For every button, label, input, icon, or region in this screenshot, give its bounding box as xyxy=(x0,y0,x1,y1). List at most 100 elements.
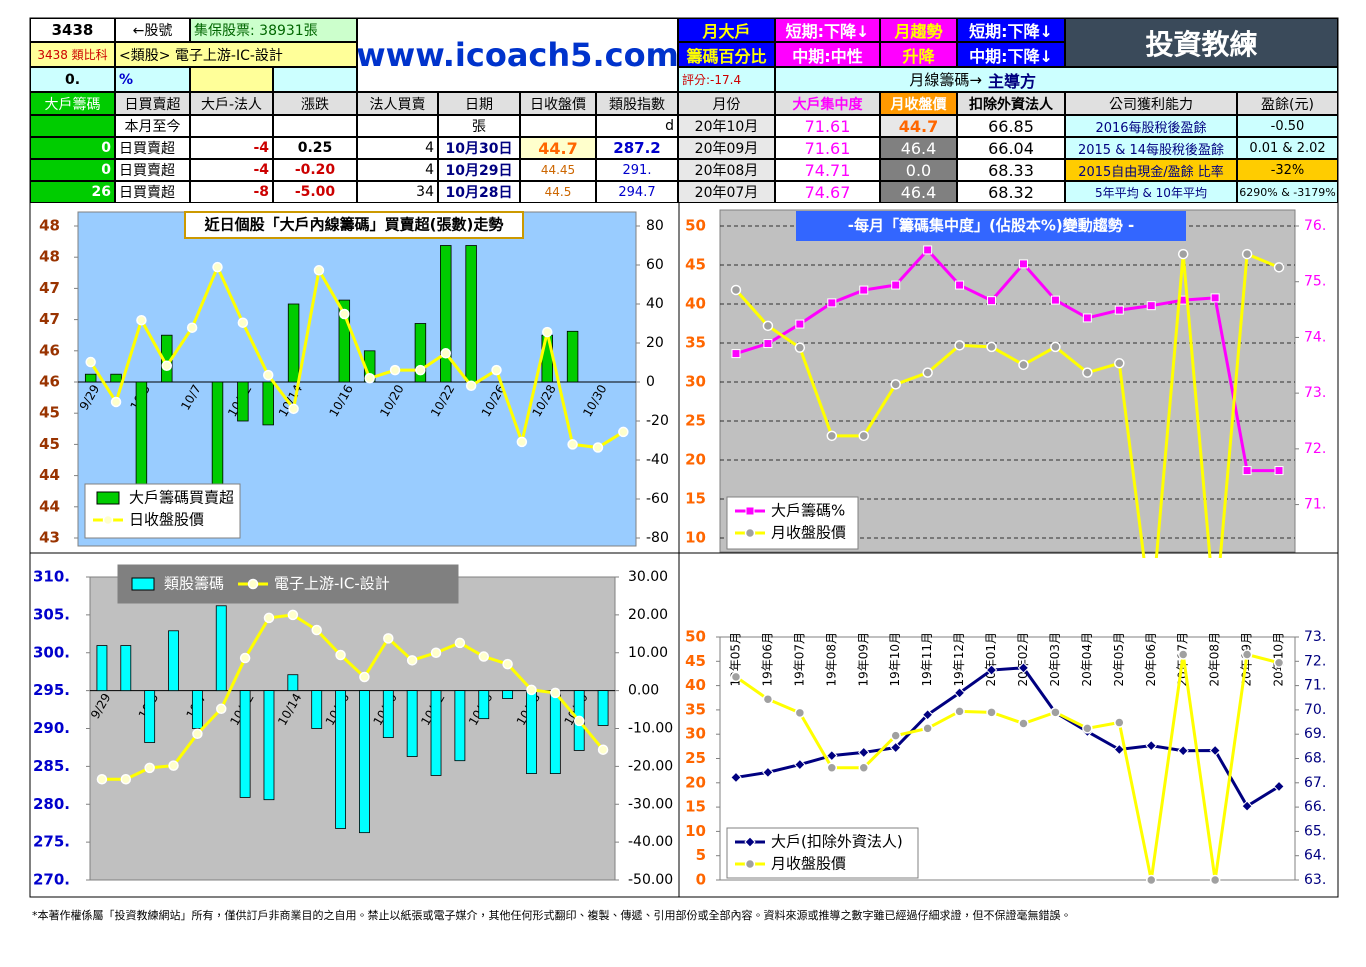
table-cell: 2015自由現金/盈餘 比率 xyxy=(1065,159,1237,181)
unit-cell: d xyxy=(596,115,678,137)
marker xyxy=(364,373,375,384)
bar xyxy=(440,245,452,383)
footer: *本著作權係屬「投資教練網站」所有，僅供訂戶非商業目的之自用。禁止以紙張或電子媒… xyxy=(32,909,1072,922)
y2-tick-label: 67. xyxy=(1304,775,1326,791)
column-header: 大戶集中度 xyxy=(775,92,880,115)
y-tick-label: 300. xyxy=(33,643,70,661)
score: 評分:-17.4 xyxy=(678,67,775,92)
legend-marker xyxy=(745,506,755,516)
bar xyxy=(144,690,156,743)
marker xyxy=(859,285,869,295)
marker xyxy=(890,730,901,741)
y-tick-label: 20 xyxy=(685,451,706,469)
y-tick-label: 30 xyxy=(685,725,706,743)
table-cell: 74.67 xyxy=(775,181,880,203)
marker xyxy=(889,741,902,754)
y-tick-label: 50 xyxy=(685,217,706,235)
bar xyxy=(168,630,179,692)
column-header: 大戶籌碼 xyxy=(30,92,115,115)
marker xyxy=(1114,358,1125,369)
y-tick-label: 47 xyxy=(39,279,60,297)
marker xyxy=(794,342,806,353)
pct-unit: % xyxy=(115,67,190,92)
marker xyxy=(762,693,774,705)
y2-tick-label: -10.00 xyxy=(628,721,673,737)
legend-marker xyxy=(744,858,756,870)
y-tick-label: 48 xyxy=(39,217,60,235)
y-tick-label: 30 xyxy=(685,373,706,391)
table-cell: 0 xyxy=(30,159,115,181)
marker xyxy=(96,774,108,785)
column-header: 漲跌 xyxy=(273,92,357,115)
marker xyxy=(541,326,553,338)
table-cell: 66.04 xyxy=(957,137,1065,159)
legend-box xyxy=(726,827,919,879)
line xyxy=(89,263,625,450)
y-tick-label: 44 xyxy=(39,466,60,484)
table-cell: 0 xyxy=(30,137,115,159)
y-tick-label: 5 xyxy=(696,846,706,864)
y-tick-label: 44 xyxy=(39,497,60,515)
table-cell: 294.7 xyxy=(596,181,678,203)
bar xyxy=(96,645,108,692)
y-tick-label: 45 xyxy=(39,404,60,422)
table-cell: 68.33 xyxy=(957,159,1065,181)
bar xyxy=(566,330,579,383)
table-cell: 44.45 xyxy=(520,159,596,181)
cell xyxy=(190,67,273,92)
table-cell: 10月30日 xyxy=(438,137,520,159)
table-cell: 287.2 xyxy=(596,137,678,159)
table-cell: 34 xyxy=(357,181,438,203)
marker xyxy=(136,314,147,326)
unit-cell xyxy=(520,115,596,137)
table-cell: -4 xyxy=(190,159,273,181)
marker xyxy=(1273,780,1285,793)
y-tick-label: 35 xyxy=(685,334,706,352)
table-cell: -5.00 xyxy=(273,181,357,203)
marker xyxy=(415,364,426,376)
marker xyxy=(287,609,299,621)
x-tick-label: 20年02月 xyxy=(1016,632,1030,687)
y2-tick-label: -40 xyxy=(646,452,669,468)
marker xyxy=(1241,649,1253,660)
marker xyxy=(526,684,537,696)
y-tick-label: 295. xyxy=(33,681,70,699)
bar xyxy=(191,690,203,729)
x-tick-label: 20年01月 xyxy=(984,632,998,687)
marker xyxy=(762,320,774,332)
marker xyxy=(597,744,609,755)
column-header: 月份 xyxy=(678,92,775,115)
y-tick-label: 270. xyxy=(33,871,70,889)
pct-value: 0. xyxy=(30,67,115,92)
marker xyxy=(550,687,561,699)
y2-tick-label: 75. xyxy=(1304,274,1326,290)
table-cell: 10月29日 xyxy=(438,159,520,181)
marker xyxy=(216,703,227,715)
holder-label: 籌碼百分比 xyxy=(678,42,775,67)
legend-label: 類股籌碼 xyxy=(164,575,224,593)
y2-tick-label: 30.00 xyxy=(628,569,668,585)
marker xyxy=(922,367,933,378)
table-cell: 68.32 xyxy=(957,181,1065,203)
title-box xyxy=(184,211,524,239)
bar xyxy=(263,690,275,801)
marker xyxy=(311,624,322,636)
y-tick-label: 43 xyxy=(39,529,60,547)
table-cell: 4 xyxy=(357,137,438,159)
brand: 投資教練 xyxy=(1065,18,1338,67)
bar xyxy=(335,690,346,829)
bar xyxy=(526,690,537,774)
legend-label: 大戶(扣除外資法人) xyxy=(771,833,903,851)
marker xyxy=(985,664,998,676)
unit-cell xyxy=(190,115,273,137)
y-tick-label: 40 xyxy=(685,295,706,313)
bar xyxy=(454,690,466,762)
plot-area xyxy=(719,209,1296,553)
marker xyxy=(161,360,173,372)
bar xyxy=(84,373,97,383)
table-cell: 46.4 xyxy=(880,181,957,203)
marker xyxy=(1017,662,1030,674)
y2-tick-label: -60 xyxy=(646,491,669,507)
marker xyxy=(592,442,604,453)
